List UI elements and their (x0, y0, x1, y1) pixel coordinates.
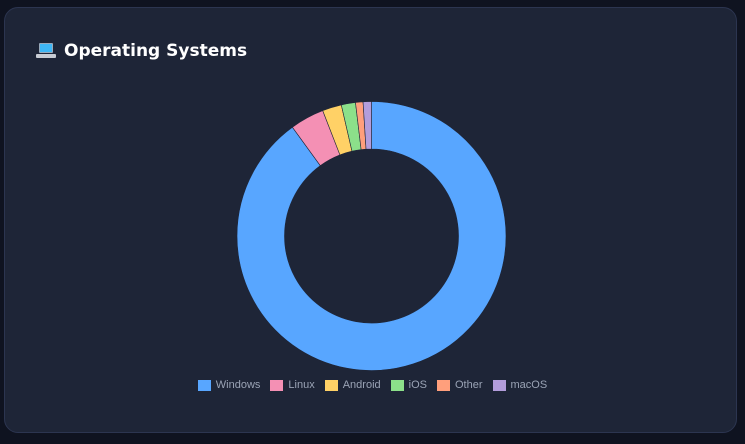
legend-item-macos[interactable]: macOS (492, 379, 548, 391)
card-header: Operating Systems (36, 40, 247, 62)
legend-item-linux[interactable]: Linux (270, 379, 315, 391)
slice-macos[interactable] (362, 101, 372, 150)
legend-label: Android (342, 379, 381, 391)
legend-item-windows[interactable]: Windows (197, 379, 261, 391)
legend-swatch (390, 379, 404, 391)
legend-swatch (324, 379, 338, 391)
legend-item-ios[interactable]: iOS (390, 379, 427, 391)
legend-swatch (270, 379, 284, 391)
legend-label: iOS (408, 379, 427, 391)
slice-windows[interactable] (236, 101, 507, 371)
legend-label: Windows (215, 379, 261, 391)
legend-swatch (436, 379, 450, 391)
legend-label: Other (454, 379, 483, 391)
legend-swatch (197, 379, 211, 391)
card-title: Operating Systems (64, 41, 248, 61)
chart-legend: Windows Linux Android iOS Other macOS (0, 379, 745, 391)
laptop-icon (36, 42, 56, 60)
legend-swatch (492, 379, 506, 391)
legend-label: macOS (510, 379, 548, 391)
legend-item-other[interactable]: Other (436, 379, 483, 391)
legend-label: Linux (288, 379, 315, 391)
legend-item-android[interactable]: Android (324, 379, 381, 391)
doughnut-slices (236, 101, 507, 371)
